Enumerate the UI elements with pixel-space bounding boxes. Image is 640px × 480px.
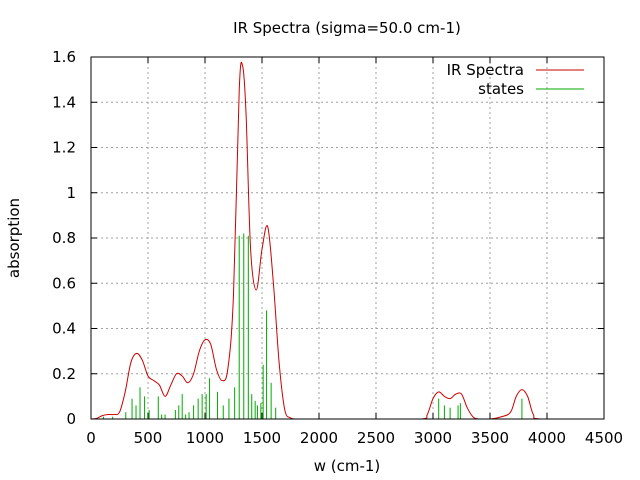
- x-tick-label: 2000: [300, 429, 338, 447]
- x-tick-label: 3000: [414, 429, 452, 447]
- x-axis-title: w (cm-1): [314, 457, 381, 475]
- x-tick-label: 500: [134, 429, 163, 447]
- legend-label-ir-spectra: IR Spectra: [447, 61, 524, 79]
- y-tick-label: 0.2: [52, 365, 76, 383]
- y-tick-label: 0: [66, 410, 76, 428]
- x-tick-label: 3500: [471, 429, 509, 447]
- chart-text: IR Spectra (sigma=50.0 cm-1) w (cm-1) ab…: [5, 19, 461, 475]
- y-tick-label: 1.4: [52, 93, 76, 111]
- ir-spectra-line: [90, 61, 604, 420]
- y-tick-label: 1.6: [52, 48, 76, 66]
- y-tick-label: 0.8: [52, 229, 76, 247]
- x-tick-label: 4500: [585, 429, 623, 447]
- ir-spectra-series: [90, 61, 604, 420]
- y-tick-label: 1.2: [52, 139, 76, 157]
- y-axis-title: absorption: [5, 198, 23, 278]
- y-tick-label: 0.6: [52, 274, 76, 292]
- grid: [91, 57, 604, 419]
- chart-title: IR Spectra (sigma=50.0 cm-1): [233, 19, 461, 37]
- x-tick-label: 0: [86, 429, 96, 447]
- axis-ticks: 0 500 1000 1500 2000 2500 3000 3500 4000 4500 0 0.2…: [52, 48, 623, 447]
- y-tick-label: 0.4: [52, 320, 76, 338]
- states-series: [96, 233, 523, 419]
- legend: IR Spectra states: [447, 61, 584, 98]
- legend-label-states: states: [478, 80, 524, 98]
- x-tick-label: 4000: [528, 429, 566, 447]
- x-tick-label: 1500: [243, 429, 281, 447]
- x-tick-label: 2500: [357, 429, 395, 447]
- x-tick-label: 1000: [186, 429, 224, 447]
- y-tick-label: 1: [66, 184, 76, 202]
